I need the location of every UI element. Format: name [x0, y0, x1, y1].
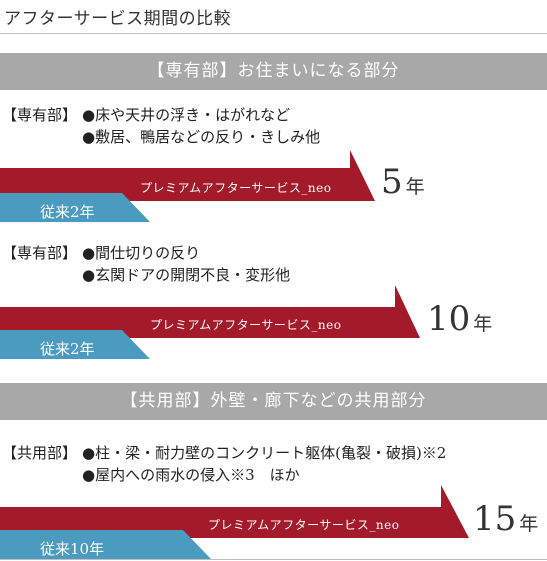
neo-bar-label: プレミアムアフターサービス_neo — [140, 181, 332, 195]
comparison-bars-1 — [0, 150, 375, 222]
title-divider — [0, 33, 547, 34]
neo-years-value: 15 年 — [473, 499, 538, 539]
item-tag: 【専有部】 — [2, 106, 78, 124]
years-number: 15 — [473, 499, 517, 539]
item-line-2: ●屋内への雨水の侵入※3 ほか — [82, 466, 300, 484]
bottom-divider — [0, 559, 547, 560]
item-common-1: 【共用部】 ●柱・梁・耐力壁のコンクリート躯体(亀裂・破損)※2 ●屋内への雨水の… — [2, 442, 446, 486]
years-unit: 年 — [405, 176, 425, 198]
item-tag: 【専有部】 — [2, 244, 78, 262]
previous-bar — [0, 193, 150, 222]
neo-bar — [0, 285, 420, 338]
item-line-1: ●床や天井の浮き・はがれなど — [82, 106, 291, 124]
neo-years-value: 10 年 — [427, 299, 492, 339]
item-line-1: ●柱・梁・耐力壁のコンクリート躯体(亀裂・破損)※2 — [82, 444, 447, 462]
item-line-2: ●敷居、鴨居などの反り・きしみ他 — [82, 128, 321, 146]
item-line-2: ●玄関ドアの開閉不良・変形他 — [82, 266, 291, 284]
item-private-2: 【専有部】 ●間仕切りの反り ●玄関ドアの開閉不良・変形他 — [2, 242, 290, 286]
previous-bar-label: 従来2年 — [40, 340, 95, 358]
years-unit: 年 — [519, 513, 539, 535]
comparison-bars-3 — [0, 485, 469, 559]
section-banner-common: 【共用部】外壁・廊下などの共用部分 — [0, 383, 547, 420]
item-private-1: 【専有部】 ●床や天井の浮き・はがれなど ●敷居、鴨居などの反り・きしみ他 — [2, 104, 320, 148]
years-number: 10 — [427, 299, 471, 339]
item-line-1: ●間仕切りの反り — [82, 244, 201, 262]
years-number: 5 — [381, 162, 403, 202]
page-title: アフターサービス期間の比較 — [4, 9, 232, 29]
comparison-bars-2 — [0, 285, 420, 359]
years-unit: 年 — [473, 313, 493, 335]
previous-bar-label: 従来2年 — [40, 203, 95, 221]
neo-bar — [0, 150, 375, 201]
neo-bar-label: プレミアムアフターサービス_neo — [208, 518, 400, 532]
section-banner-private: 【専有部】お住まいになる部分 — [0, 53, 547, 90]
item-tag: 【共用部】 — [2, 444, 78, 462]
previous-bar-label: 従来10年 — [40, 540, 105, 558]
previous-bar — [0, 530, 211, 559]
previous-bar — [0, 330, 150, 359]
neo-bar — [0, 485, 469, 538]
neo-bar-label: プレミアムアフターサービス_neo — [150, 318, 342, 332]
